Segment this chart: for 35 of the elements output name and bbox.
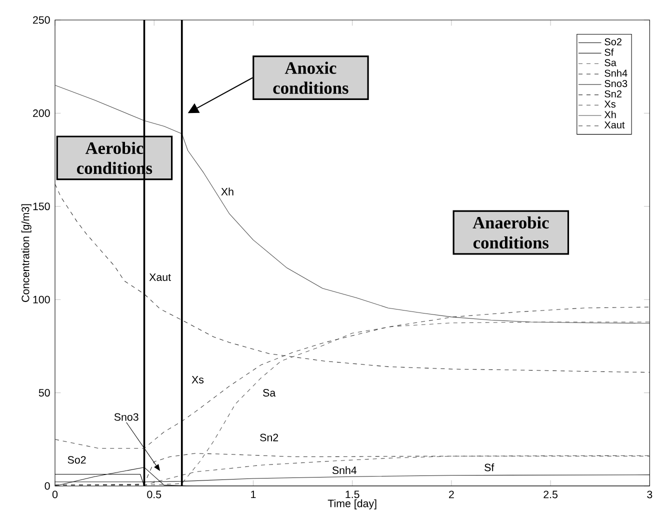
legend-label: Sno3	[604, 80, 628, 88]
annotation: Sn2	[260, 434, 278, 442]
annotation: Sf	[484, 463, 494, 472]
x-tick-label: 1.5	[346, 490, 360, 498]
x-tick-label: 0.5	[147, 490, 162, 498]
x-tick-label: 1	[251, 490, 256, 498]
annotation: Sno3	[114, 413, 138, 421]
y-tick-label: 250	[33, 16, 50, 24]
legend-label: Xaut	[604, 121, 625, 128]
annotation: Snh4	[332, 466, 357, 474]
legend-label: So2	[604, 38, 622, 46]
x-tick-label: 2	[449, 490, 454, 498]
legend-label: Xh	[604, 110, 616, 118]
x-tick-label: 0	[52, 490, 58, 498]
y-axis-title: Concentration [g/m3]	[21, 204, 32, 302]
x-tick-label: 3	[647, 490, 652, 498]
legend-label: Snh4	[604, 69, 628, 77]
y-tick-label: 150	[33, 202, 50, 210]
y-tick-label: 100	[33, 296, 50, 304]
legend-label: Sf	[604, 48, 614, 56]
annotation: Anaerobic conditions	[472, 216, 549, 249]
legend-label: Xs	[604, 100, 616, 108]
annotation: Anoxic conditions	[273, 62, 348, 94]
annotation: Sa	[263, 389, 276, 397]
y-tick-label: 50	[38, 389, 50, 397]
x-axis-title: Time [day]	[328, 499, 376, 510]
y-tick-label: 200	[33, 109, 50, 117]
annotation: Xaut	[149, 274, 171, 281]
annotation: Xs	[192, 376, 204, 384]
y-tick-label: 0	[44, 482, 50, 490]
annotation: Xh	[221, 188, 234, 196]
x-tick-label: 2.5	[544, 490, 558, 498]
legend-label: Sa	[604, 59, 616, 66]
legend-label: Sn2	[604, 90, 622, 98]
annotation: So2	[68, 456, 86, 464]
